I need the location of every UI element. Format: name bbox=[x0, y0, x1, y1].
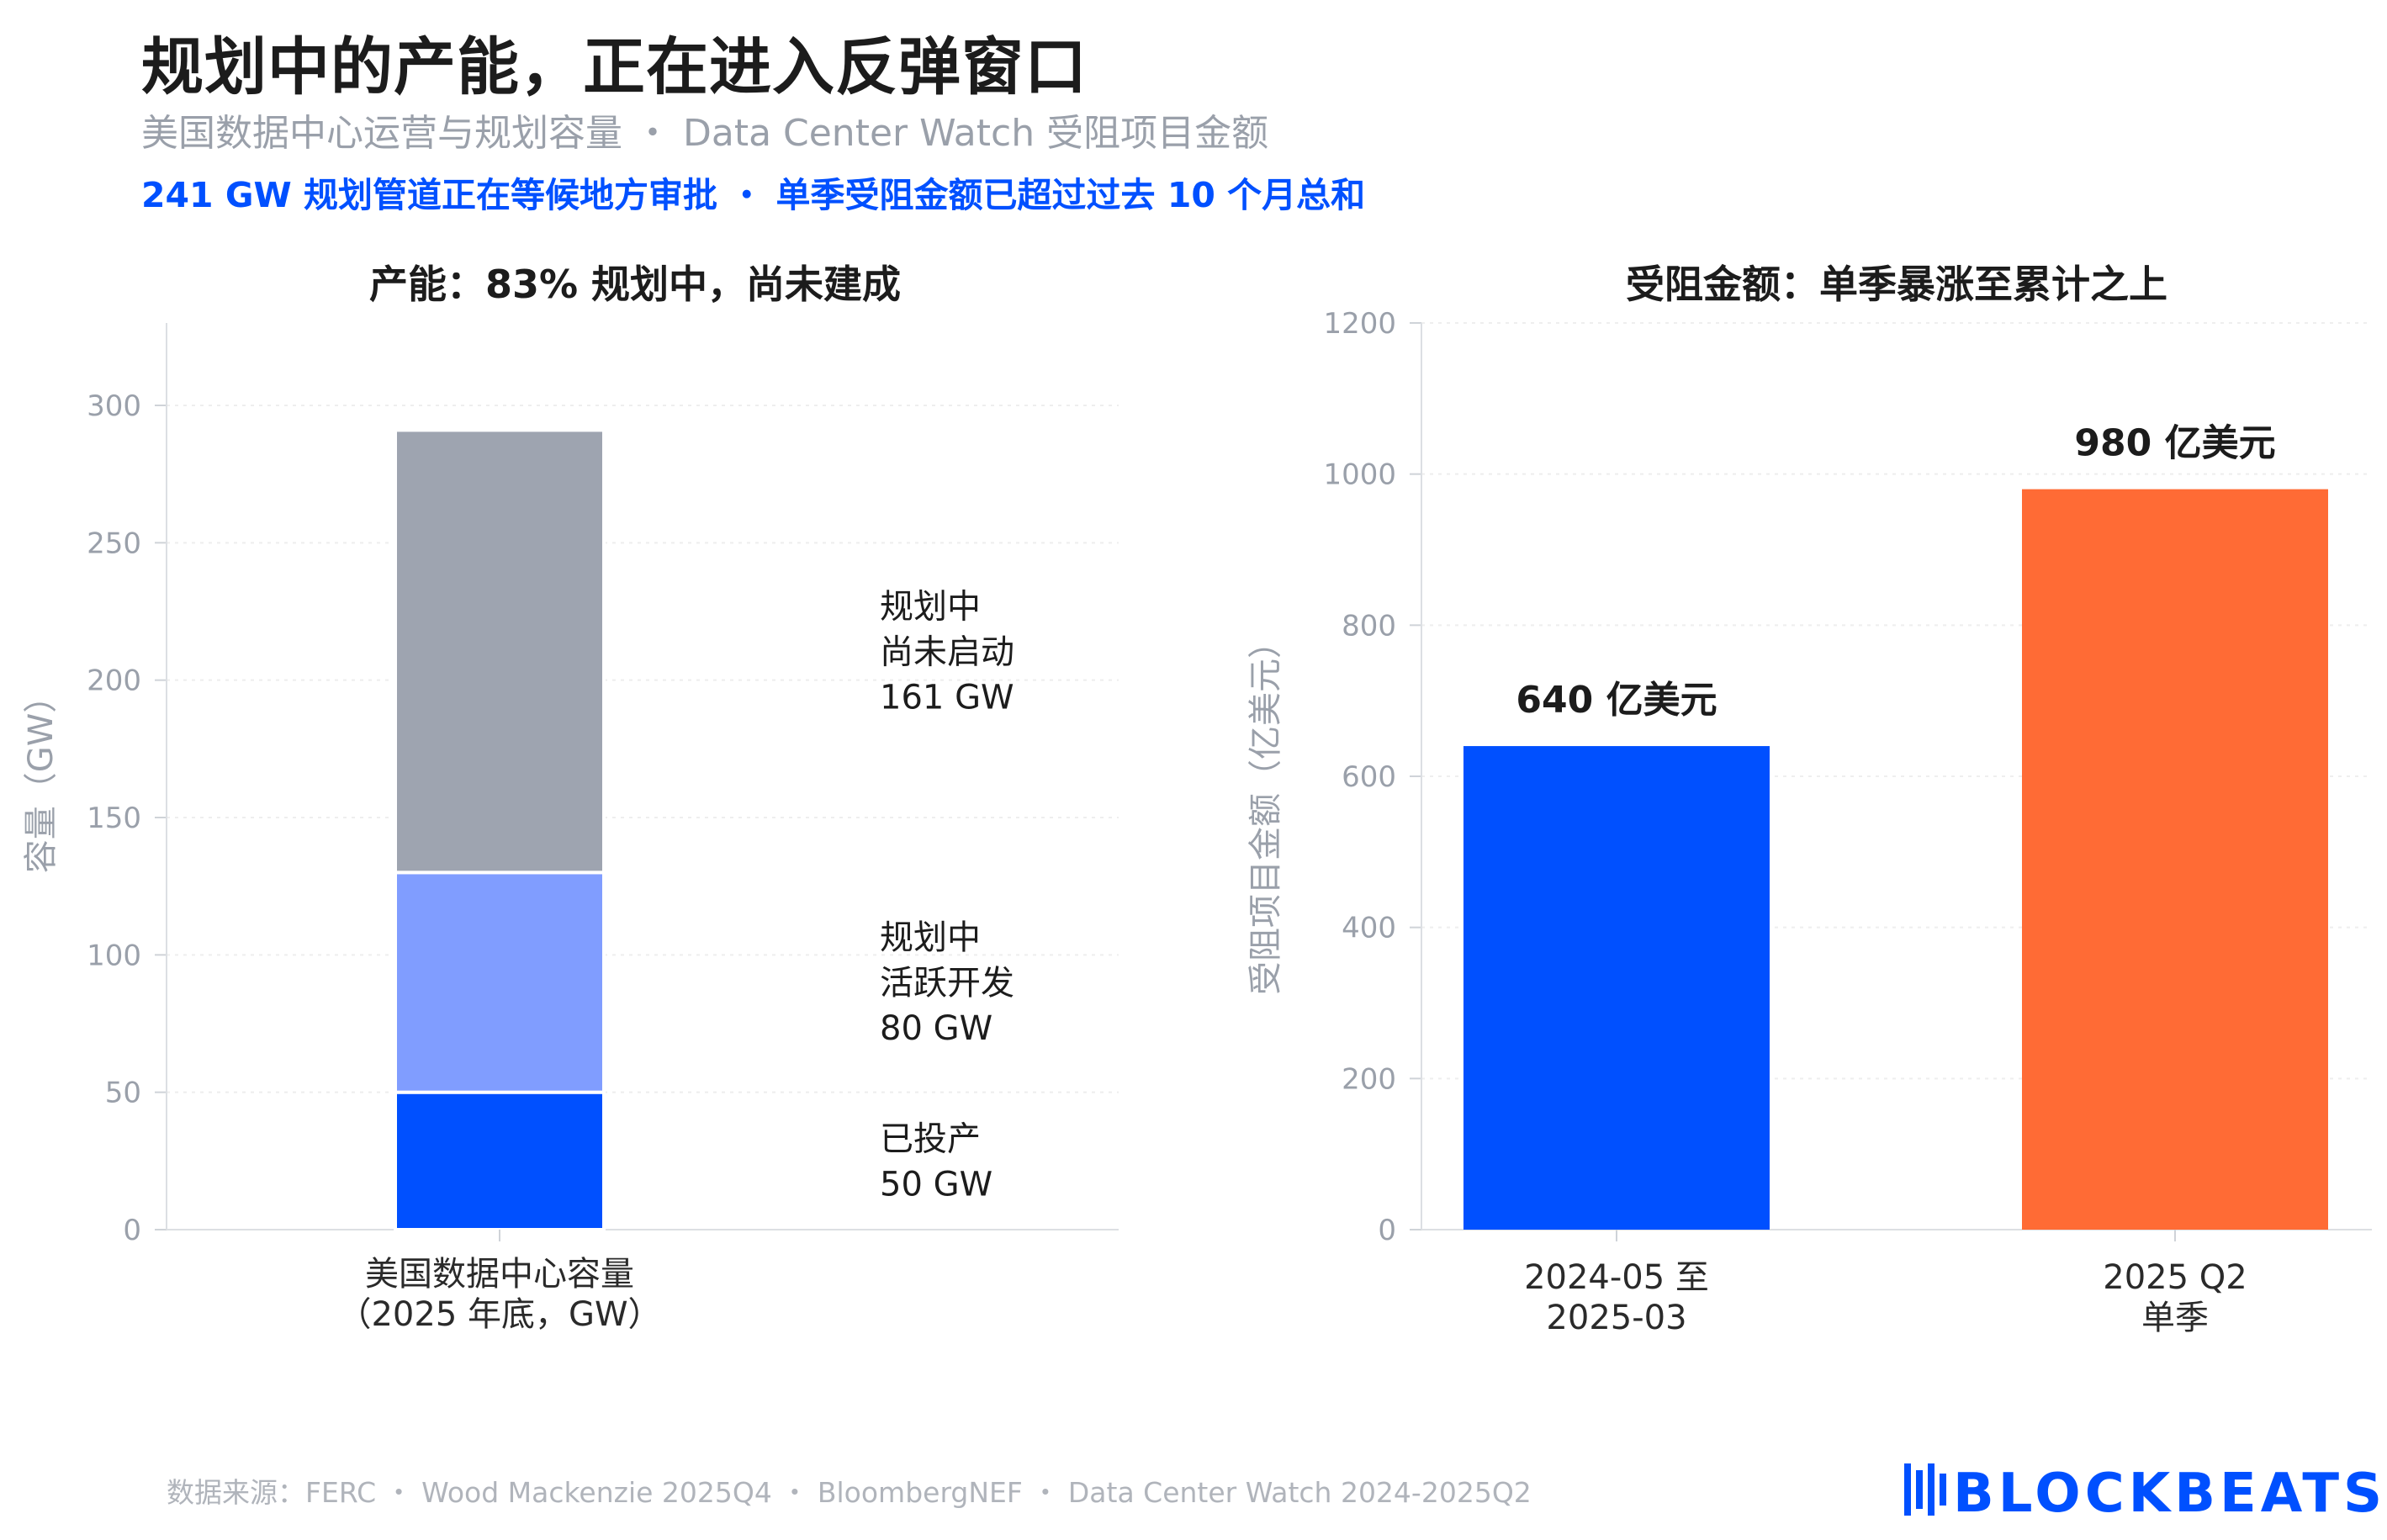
blockbeats-logo: BLOCKBEATS bbox=[1904, 1463, 2386, 1525]
y-tick-label: 200 bbox=[87, 664, 141, 698]
stacked-bar-segment bbox=[394, 871, 606, 1094]
x-category-label: 2025 Q2 bbox=[2103, 1258, 2247, 1297]
highlight-text: 241 GW 规划管道正在等候地方审批 ・ 单季受阻金额已超过过去 10 个月总… bbox=[141, 175, 1366, 215]
blocked-amount-chart: 0 200 400 600 800 1000 1200 受阻项目金额（亿美元） 640 亿美元 2… bbox=[1246, 307, 2372, 1337]
x-category-label: （2025 年底，GW） bbox=[337, 1295, 661, 1334]
blockbeats-logo-text: BLOCKBEATS bbox=[1953, 1463, 2386, 1525]
page-subtitle: 美国数据中心运营与规划容量 ・ Data Center Watch 受阻项目金额 bbox=[141, 112, 1269, 155]
segment-label: 161 GW bbox=[880, 678, 1014, 717]
bar-value-label: 640 亿美元 bbox=[1516, 679, 1717, 722]
segment-label: 已投产 bbox=[880, 1119, 981, 1158]
right-chart-title: 受阻金额：单季暴涨至累计之上 bbox=[1626, 262, 2167, 307]
y-axis-label: 受阻项目金额（亿美元） bbox=[1246, 625, 1285, 995]
left-chart-title: 产能：83% 规划中，尚未建成 bbox=[368, 262, 902, 307]
segment-label: 80 GW bbox=[880, 1009, 992, 1048]
y-tick-label: 300 bbox=[87, 389, 141, 423]
segment-label: 50 GW bbox=[880, 1165, 992, 1204]
segment-label: 规划中 bbox=[880, 918, 981, 957]
segment-label: 尚未启动 bbox=[880, 632, 1014, 671]
blockbeats-logo-icon bbox=[1904, 1463, 1946, 1516]
x-category-label: 2024-05 至 bbox=[1524, 1258, 1709, 1297]
y-tick-label: 250 bbox=[87, 527, 141, 560]
stacked-bar-segment bbox=[394, 1090, 606, 1231]
y-axis-label: 容量（GW） bbox=[22, 680, 61, 874]
x-category-label: 2025-03 bbox=[1546, 1299, 1686, 1337]
y-tick-label: 200 bbox=[1342, 1062, 1396, 1096]
segment-label: 规划中 bbox=[880, 587, 981, 626]
y-tick-label: 50 bbox=[105, 1077, 141, 1110]
y-tick-label: 800 bbox=[1342, 609, 1396, 643]
y-tick-label: 100 bbox=[87, 939, 141, 972]
data-source: 数据来源：FERC ・ Wood Mackenzie 2025Q4 ・ Bloo… bbox=[167, 1476, 1532, 1509]
segment-label: 活跃开发 bbox=[880, 964, 1014, 1003]
y-tick-label: 0 bbox=[123, 1214, 141, 1247]
bar bbox=[1463, 746, 1770, 1230]
x-category-label: 美国数据中心容量 bbox=[365, 1255, 634, 1294]
y-tick-label: 600 bbox=[1342, 760, 1396, 794]
page-title: 规划中的产能，正在进入反弹窗口 bbox=[141, 31, 1088, 103]
y-tick-label: 150 bbox=[87, 802, 141, 835]
y-tick-label: 1200 bbox=[1323, 307, 1396, 341]
y-tick-label: 0 bbox=[1378, 1214, 1396, 1247]
bar bbox=[2022, 489, 2328, 1230]
x-category-label: 单季 bbox=[2141, 1299, 2209, 1337]
bar-value-label: 980 亿美元 bbox=[2074, 422, 2275, 465]
y-tick-label: 400 bbox=[1342, 912, 1396, 945]
stacked-bar-segment bbox=[394, 428, 606, 875]
y-tick-label: 1000 bbox=[1323, 458, 1396, 492]
